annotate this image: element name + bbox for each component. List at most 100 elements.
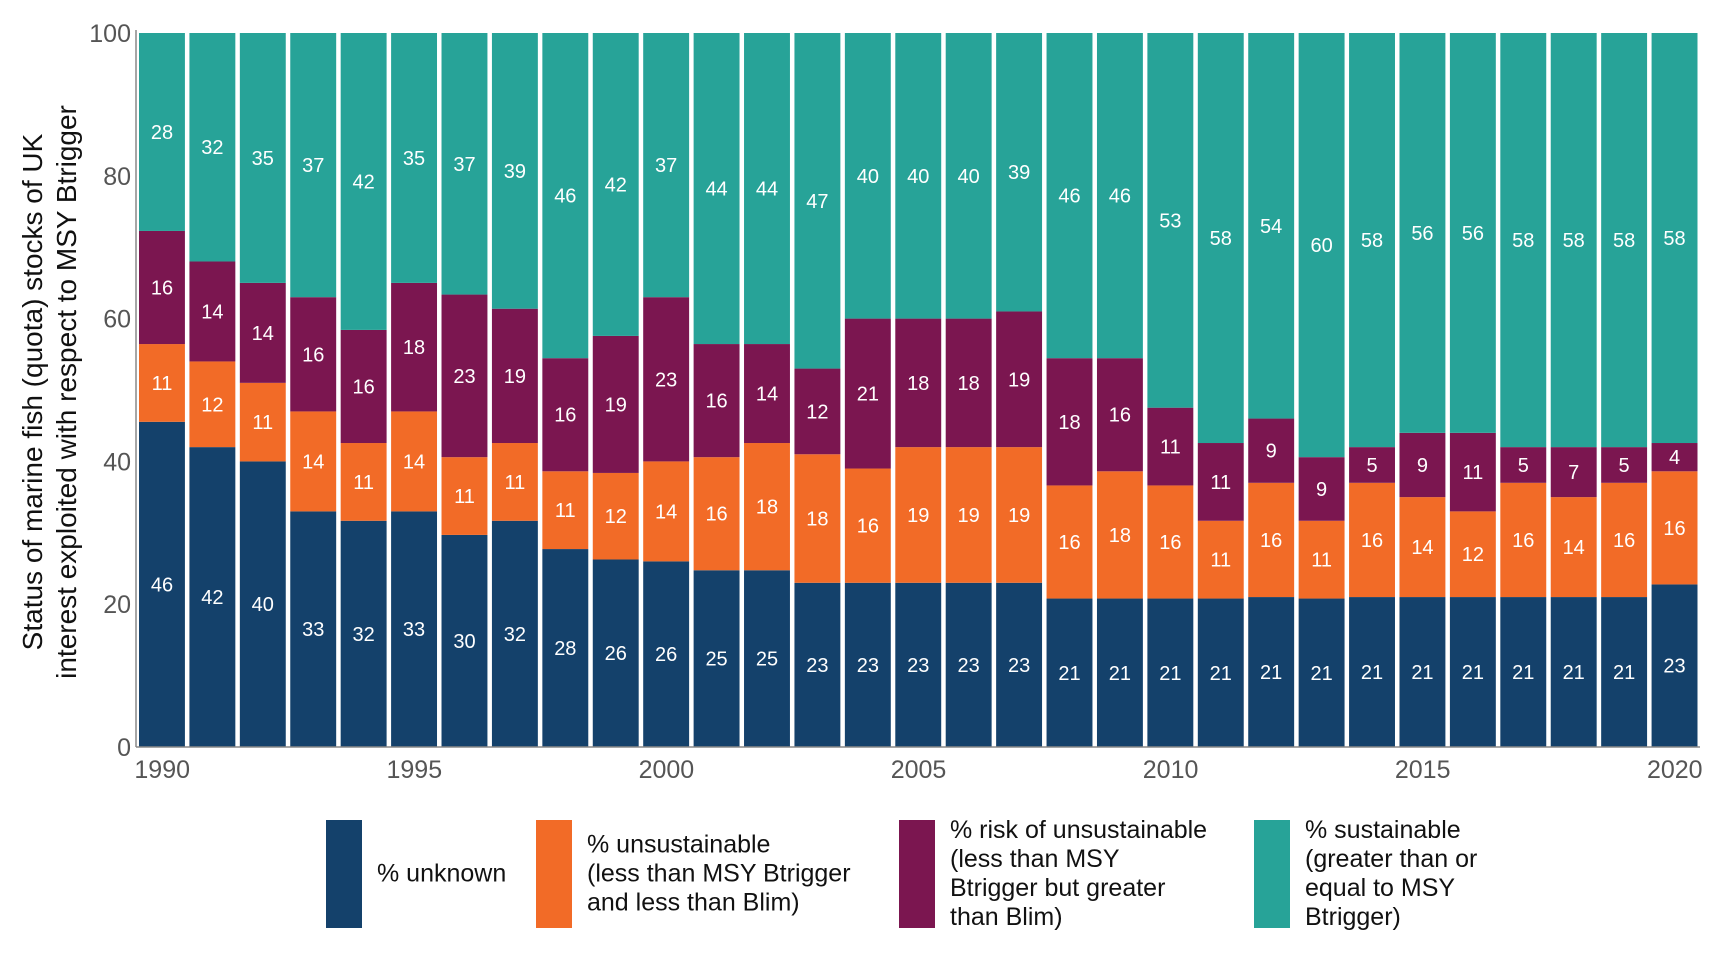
bar-segment-1997-s1 [491,443,538,521]
bar-segment-2005-s3 [895,33,942,319]
data-label-2007-s3: 39 [1008,162,1030,184]
legend-swatch [899,820,935,928]
bar-segment-1995-s1 [391,411,438,512]
bar-segment-2011-s2 [1197,443,1244,521]
data-label-2003-s1: 18 [806,509,828,531]
bar-segment-2020-s3 [1651,33,1698,444]
bar-segment-2009-s1 [1096,471,1143,599]
bar-segment-2006-s3 [945,33,992,319]
data-label-1993-s2: 16 [302,344,324,366]
x-tick-2020: 2020 [1647,756,1703,784]
bar-segment-2011-s0 [1197,598,1244,747]
bar-segment-2013-s0 [1298,598,1345,747]
y-tick-80: 80 [103,163,131,191]
bar-segment-2018-s2 [1550,447,1597,498]
data-label-2018-s0: 21 [1563,662,1585,684]
bar-segment-2020-s1 [1651,471,1698,585]
data-label-2017-s1: 16 [1512,530,1534,552]
data-label-1995-s1: 14 [403,451,425,473]
bar-segment-2016-s2 [1449,432,1496,512]
bar-segment-2007-s1 [996,447,1043,583]
x-tick-2015: 2015 [1395,756,1451,784]
bar-segment-2017-s1 [1500,482,1547,598]
x-tick-2000: 2000 [639,756,695,784]
data-label-2000-s0: 26 [655,644,677,666]
bar-segment-2002-s3 [744,33,790,345]
bar-segment-2007-s2 [996,311,1043,448]
bar-segment-2010-s3 [1147,33,1194,408]
data-label-2009-s2: 16 [1109,405,1131,427]
data-label-2006-s1: 19 [958,505,980,527]
bar-segment-1998-s0 [542,549,589,747]
bar-segment-2015-s1 [1399,497,1446,598]
data-label-2004-s2: 21 [857,384,879,406]
data-label-2019-s1: 16 [1613,530,1635,552]
bar-segment-2012-s1 [1248,482,1295,598]
data-label-2012-s0: 21 [1260,662,1282,684]
bar-segment-2001-s1 [693,457,740,571]
bar-segment-2008-s2 [1046,358,1093,486]
data-label-2008-s0: 21 [1058,663,1080,685]
bar-segment-2013-s2 [1298,457,1345,521]
bar-segment-1997-s0 [491,520,538,747]
data-label-1997-s0: 32 [504,624,526,646]
data-label-1990-s3: 28 [151,122,173,144]
bar-segment-1990-s2 [139,230,185,345]
bar-segment-2012-s2 [1248,418,1295,483]
data-label-2000-s1: 14 [655,501,677,523]
data-label-2013-s1: 11 [1311,550,1332,572]
bar-segment-2000-s2 [643,297,690,462]
data-label-1997-s3: 39 [504,161,526,183]
data-label-2001-s3: 44 [705,179,727,201]
data-label-1990-s2: 16 [151,277,173,299]
data-label-2020-s1: 16 [1663,518,1685,540]
data-label-2019-s3: 58 [1613,230,1635,252]
legend-label: % risk of unsustainable [950,816,1207,844]
data-label-2007-s1: 19 [1008,505,1030,527]
data-label-1996-s3: 37 [453,154,475,176]
bar-segment-2009-s2 [1096,358,1143,472]
legend-label: (less than MSY [950,845,1120,873]
bar-segment-2004-s1 [844,468,891,583]
bar-segment-1993-s1 [290,411,337,512]
bar-segment-1997-s2 [491,308,538,444]
legend-label: equal to MSY [1305,874,1455,902]
bar-segment-2010-s2 [1147,407,1194,486]
bar-segment-2004-s3 [844,33,891,319]
data-label-2006-s3: 40 [958,166,980,188]
bar-segment-2006-s2 [945,318,992,448]
bar-segment-1996-s2 [441,294,488,458]
bar-segment-2013-s3 [1298,33,1345,458]
bar-segment-2002-s0 [744,570,790,747]
data-label-2003-s0: 23 [806,655,828,677]
bar-segment-2007-s3 [996,33,1043,312]
legend-label: (less than MSY Btrigger [587,860,851,888]
bar-segment-2019-s3 [1601,33,1648,448]
bar-segment-1991-s0 [189,447,236,747]
bar-segment-2018-s0 [1550,597,1597,747]
data-label-2008-s3: 46 [1058,186,1080,208]
bar-segment-2020-s0 [1651,584,1698,747]
bar-segment-2015-s0 [1399,597,1446,747]
bar-segment-1991-s3 [189,33,236,262]
legend-label: Btrigger but greater [950,874,1165,902]
bar-segment-1990-s1 [139,344,185,422]
bar-segment-2003-s1 [794,454,841,583]
data-label-2005-s0: 23 [907,655,929,677]
bar-segment-2019-s0 [1601,597,1648,747]
data-label-2012-s1: 16 [1260,530,1282,552]
y-axis-title: Status of marine fish (quota) stocks of … [17,105,82,679]
bar-segment-2014-s0 [1349,597,1395,747]
bar-segment-2003-s2 [794,368,841,455]
data-label-2020-s2: 4 [1669,447,1680,469]
bar-segment-1992-s3 [239,33,286,283]
data-label-1996-s2: 23 [453,366,475,388]
data-label-2019-s2: 5 [1619,455,1630,477]
bar-segment-2004-s2 [844,318,891,469]
bar-segment-2019-s1 [1601,482,1648,598]
bar-segment-2016-s1 [1449,511,1496,598]
data-label-1998-s0: 28 [554,638,576,660]
bar-segment-2017-s3 [1500,33,1547,448]
